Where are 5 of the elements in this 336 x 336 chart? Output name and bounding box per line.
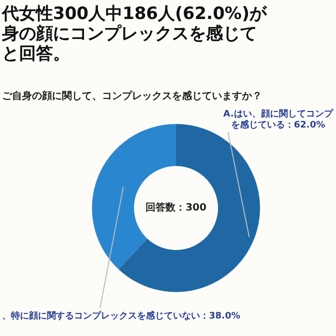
chart-subtitle: ご自身の顔に関して、コンプレックスを感じていますか？ bbox=[2, 89, 262, 103]
text: 回答数：300 bbox=[146, 202, 206, 214]
chart-title: 代女性300人中186人(62.0%)が身の顔にコンプレックスを感じてと回答。 bbox=[2, 4, 268, 64]
slice-label: A.はい、顔に関してコンプを感じている：62.0% bbox=[223, 108, 334, 130]
slice-label: 、特に顔に関するコンプレックスを感じていない：38.0% bbox=[2, 310, 240, 322]
